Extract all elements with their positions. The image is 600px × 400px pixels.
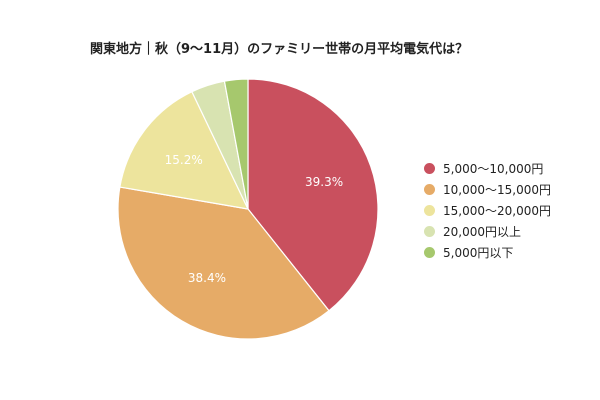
legend-item: 10,000〜15,000円	[424, 179, 551, 200]
chart-title: 関東地方｜秋（9〜11月）のファミリー世帯の月平均電気代は？	[90, 42, 469, 57]
legend: 5,000〜10,000円 10,000〜15,000円 15,000〜20,000…	[424, 158, 551, 263]
slice-data-label: 38.4%	[188, 271, 226, 285]
legend-label: 5,000〜10,000円	[443, 162, 544, 176]
legend-item: 5,000円以下	[424, 242, 551, 263]
legend-swatch	[424, 247, 435, 258]
pie-slices	[117, 78, 379, 340]
pie-slice	[223, 78, 249, 210]
legend-swatch	[424, 184, 435, 195]
legend-swatch	[424, 205, 435, 216]
legend-label: 15,000〜20,000円	[443, 204, 551, 218]
pie-slice	[119, 90, 250, 210]
legend-item: 15,000〜20,000円	[424, 200, 551, 221]
legend-swatch	[424, 163, 435, 174]
slice-data-label: 39.3%	[305, 175, 343, 189]
legend-label: 20,000円以上	[443, 225, 521, 239]
slice-data-label: 15.2%	[165, 153, 203, 167]
pie-slice	[247, 78, 379, 312]
pie-data-labels: 39.3% 38.4% 15.2%	[165, 153, 344, 285]
legend-item: 20,000円以上	[424, 221, 551, 242]
legend-item: 5,000〜10,000円	[424, 158, 551, 179]
pie-slice	[117, 186, 330, 340]
legend-label: 10,000〜15,000円	[443, 183, 551, 197]
legend-swatch	[424, 226, 435, 237]
legend-label: 5,000円以下	[443, 246, 514, 260]
